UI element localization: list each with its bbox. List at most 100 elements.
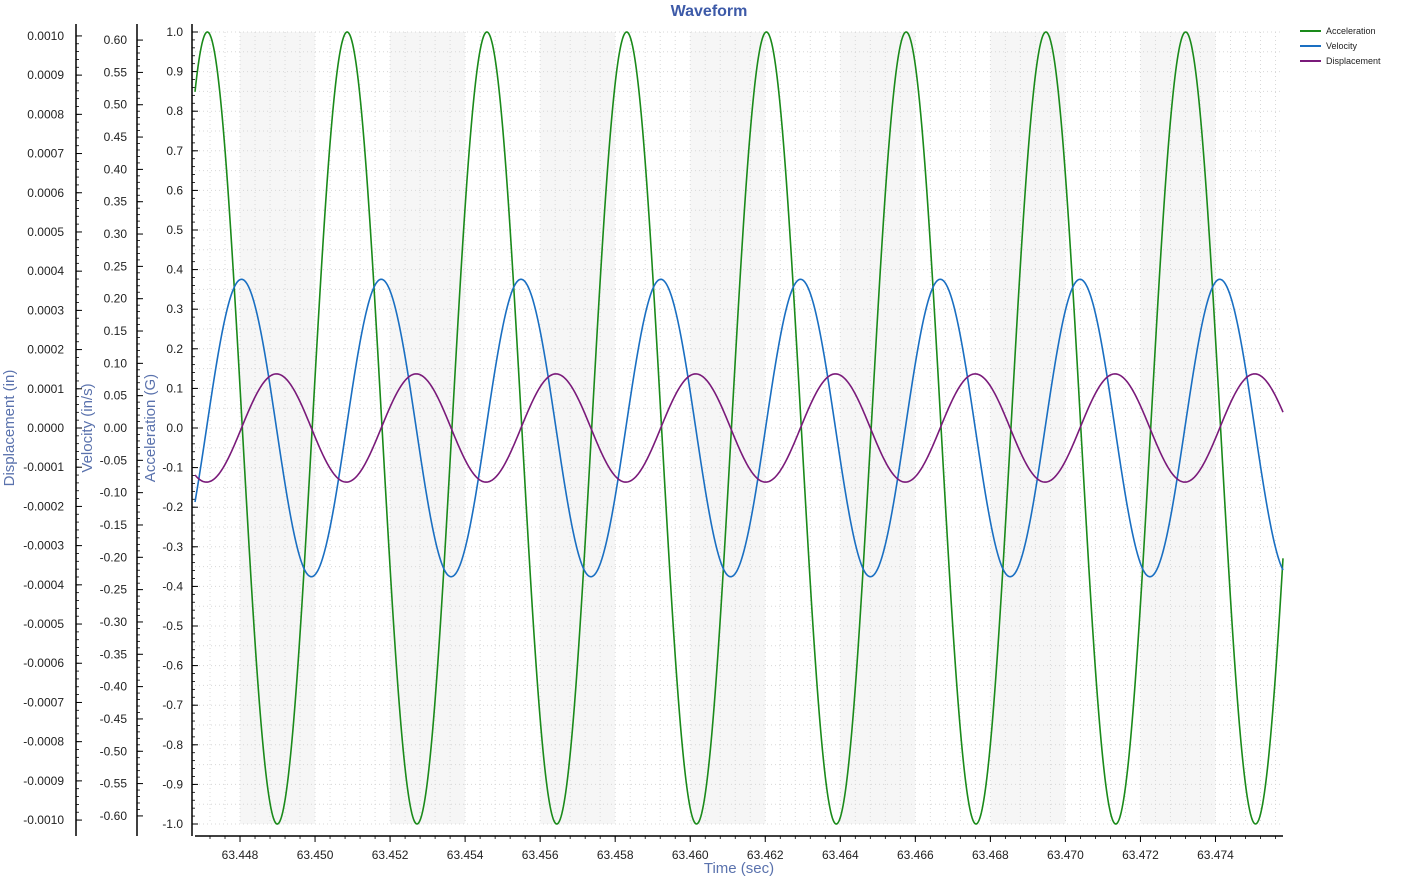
velocity-tick-label: 0.30 (104, 227, 128, 241)
acceleration-tick-label: 0.7 (166, 144, 183, 158)
displacement-tick-label: -0.0009 (23, 774, 64, 788)
velocity-tick-label: 0.25 (104, 259, 128, 273)
velocity-tick-label: -0.30 (100, 615, 128, 629)
acceleration-tick-label: -0.5 (162, 619, 183, 633)
series-lines (194, 31, 1284, 825)
x-axis-title: Time (sec) (704, 860, 774, 877)
displacement-tick-label: 0.0000 (27, 421, 64, 435)
grid-band (1140, 32, 1216, 824)
acceleration-axis-title: Acceleration (G) (142, 374, 159, 482)
velocity-tick-label: -0.35 (100, 647, 128, 661)
x-tick-label: 63.448 (222, 848, 259, 862)
displacement-tick-label: -0.0010 (23, 813, 64, 827)
series-line-velocity (194, 278, 1284, 578)
acceleration-tick-label: 0.1 (166, 381, 183, 395)
displacement-tick-label: -0.0008 (23, 735, 64, 749)
acceleration-tick-label: 0.9 (166, 65, 183, 79)
x-tick-label: 63.452 (372, 848, 409, 862)
displacement-tick-label: 0.0003 (27, 303, 64, 317)
velocity-tick-label: -0.40 (100, 680, 128, 694)
grid-band (540, 32, 616, 824)
displacement-tick-label: -0.0001 (23, 460, 64, 474)
x-tick-label: 63.456 (522, 848, 559, 862)
legend-label: Velocity (1326, 41, 1358, 51)
displacement-tick-label: 0.0005 (27, 225, 64, 239)
grid-band (840, 32, 916, 824)
displacement-tick-label: -0.0006 (23, 656, 64, 670)
acceleration-tick-label: -0.1 (162, 461, 183, 475)
acceleration-tick-label: -0.4 (162, 579, 183, 593)
velocity-tick-label: 0.60 (104, 33, 128, 47)
acceleration-tick-label: -0.8 (162, 738, 183, 752)
velocity-tick-label: 0.20 (104, 292, 128, 306)
acceleration-tick-label: -0.7 (162, 698, 183, 712)
displacement-tick-label: 0.0008 (27, 107, 64, 121)
legend-label: Displacement (1326, 56, 1381, 66)
x-tick-label: 63.450 (297, 848, 334, 862)
legend-item-velocity[interactable]: Velocity (1300, 41, 1358, 51)
acceleration-tick-label: -1.0 (162, 817, 183, 831)
displacement-tick-label: -0.0004 (23, 578, 64, 592)
velocity-tick-label: 0.45 (104, 130, 128, 144)
acceleration-tick-label: -0.2 (162, 500, 183, 514)
acceleration-tick-label: -0.3 (162, 540, 183, 554)
legend-item-displacement[interactable]: Displacement (1300, 56, 1381, 66)
displacement-tick-label: -0.0002 (23, 499, 64, 513)
velocity-tick-label: 0.00 (104, 421, 128, 435)
x-tick-label: 63.472 (1122, 848, 1159, 862)
velocity-tick-label: -0.05 (100, 453, 128, 467)
velocity-tick-label: 0.05 (104, 389, 128, 403)
displacement-axis-title: Displacement (in) (1, 370, 18, 487)
axes: 1.0 0.9 0.8 0.7 0.6 0.5 0.4 0.3 0.2 0.1 0.0 -0.1 -0.… (1, 24, 1283, 862)
acceleration-tick-label: -0.9 (162, 777, 183, 791)
displacement-tick-label: 0.0007 (27, 147, 64, 161)
x-tick-label: 63.468 (972, 848, 1009, 862)
legend-item-acceleration[interactable]: Acceleration (1300, 26, 1376, 36)
displacement-tick-label: -0.0005 (23, 617, 64, 631)
x-tick-label: 63.460 (672, 848, 709, 862)
velocity-tick-label: 0.40 (104, 162, 128, 176)
x-tick-label: 63.470 (1047, 848, 1084, 862)
grid-band (240, 32, 316, 824)
acceleration-tick-label: 0.6 (166, 183, 183, 197)
velocity-tick-label: 0.50 (104, 98, 128, 112)
acceleration-tick-label: 0.0 (166, 421, 183, 435)
x-tick-label: 63.466 (897, 848, 934, 862)
velocity-tick-label: -0.20 (100, 550, 128, 564)
velocity-tick-label: 0.35 (104, 195, 128, 209)
velocity-tick-label: -0.10 (100, 486, 128, 500)
series-line-displacement (194, 373, 1284, 483)
velocity-tick-label: 0.15 (104, 324, 128, 338)
displacement-tick-label: 0.0001 (27, 382, 64, 396)
acceleration-tick-label: 1.0 (166, 25, 183, 39)
velocity-tick-label: 0.55 (104, 65, 128, 79)
acceleration-tick-label: 0.3 (166, 302, 183, 316)
legend-label: Acceleration (1326, 26, 1376, 36)
velocity-tick-label: -0.45 (100, 712, 128, 726)
displacement-tick-label: -0.0003 (23, 539, 64, 553)
displacement-tick-label: 0.0006 (27, 186, 64, 200)
velocity-tick-label: -0.55 (100, 777, 128, 791)
legend[interactable]: Acceleration Velocity Displacement (1300, 26, 1381, 66)
x-tick-label: 63.462 (747, 848, 784, 862)
velocity-tick-label: -0.25 (100, 583, 128, 597)
displacement-tick-label: -0.0007 (23, 695, 64, 709)
displacement-tick-label: 0.0010 (27, 29, 64, 43)
displacement-tick-label: 0.0002 (27, 343, 64, 357)
acceleration-tick-label: 0.5 (166, 223, 183, 237)
acceleration-tick-label: 0.4 (166, 263, 183, 277)
x-tick-label: 63.464 (822, 848, 859, 862)
chart-title: Waveform (671, 3, 748, 20)
x-tick-label: 63.458 (597, 848, 634, 862)
velocity-tick-label: -0.15 (100, 518, 128, 532)
velocity-tick-label: -0.50 (100, 744, 128, 758)
displacement-tick-label: 0.0009 (27, 68, 64, 82)
velocity-tick-label: -0.60 (100, 809, 128, 823)
acceleration-tick-label: 0.8 (166, 104, 183, 118)
displacement-tick-label: 0.0004 (27, 264, 64, 278)
velocity-axis-title: Velocity (in/s) (79, 383, 96, 472)
acceleration-tick-label: -0.6 (162, 659, 183, 673)
series-line-acceleration (194, 31, 1284, 825)
acceleration-tick-label: 0.2 (166, 342, 183, 356)
